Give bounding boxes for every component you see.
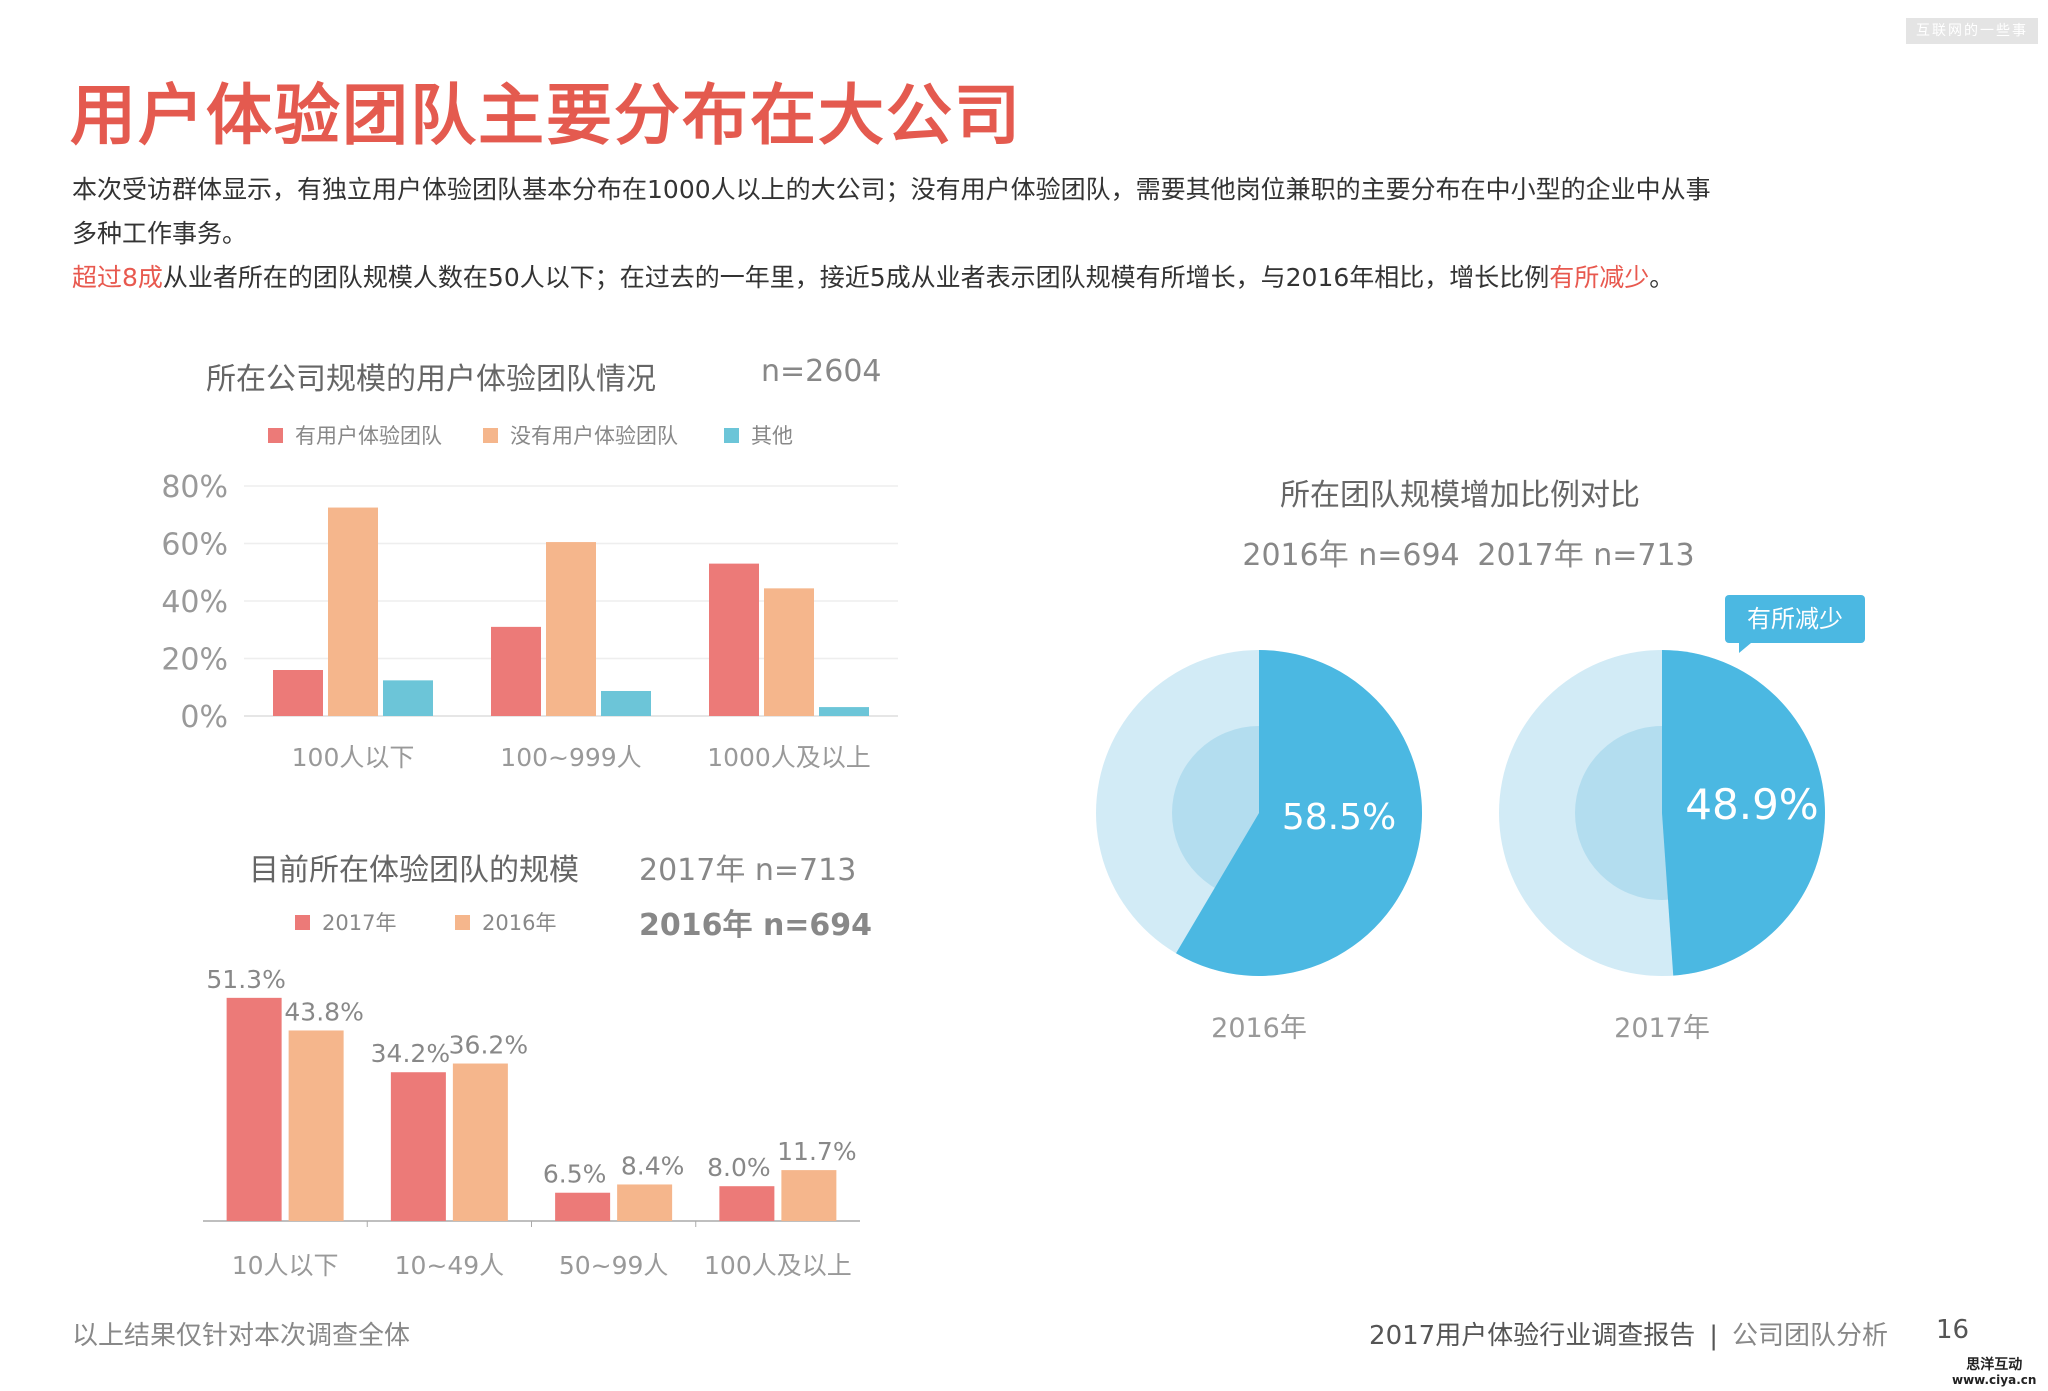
highlight-text: 有所减少 — [1549, 263, 1650, 292]
pie-value-label: 48.9% — [1685, 780, 1818, 829]
watermark: 互联网的一些事 — [1906, 18, 2038, 44]
legend-item: 没有用户体验团队 — [483, 420, 678, 450]
chart1-n: n=2604 — [761, 354, 882, 389]
x-tick-label: 1000人及以上 — [707, 743, 871, 772]
bar — [709, 563, 759, 716]
pie-slice — [1176, 650, 1422, 976]
y-tick-label: 40% — [161, 585, 228, 620]
bar — [555, 1192, 611, 1221]
logo: 思洋互动 www.ciya.cn — [1952, 1358, 2036, 1388]
text: 。 — [1649, 263, 1675, 292]
bar — [328, 507, 378, 716]
separator: | — [1709, 1321, 1718, 1351]
bar — [273, 670, 323, 716]
bar — [390, 1072, 446, 1221]
pie-subtitle-2016: 2016年 n=694 — [1242, 538, 1460, 573]
bar — [764, 588, 814, 716]
y-tick-label: 80% — [161, 470, 228, 505]
data-label: 8.0% — [707, 1153, 771, 1182]
legend-item: 其他 — [724, 420, 793, 450]
legend-label: 没有用户体验团队 — [510, 424, 678, 448]
chart1-title: 所在公司规模的用户体验团队情况 — [206, 362, 656, 397]
data-label: 51.3% — [206, 965, 285, 994]
legend-item: 2016年 — [455, 907, 556, 937]
legend-label: 2017年 — [322, 911, 397, 935]
x-tick-label: 50~99人 — [559, 1251, 669, 1280]
data-label: 11.7% — [777, 1137, 856, 1166]
data-label: 8.4% — [621, 1151, 685, 1180]
x-tick-label: 10~49人 — [395, 1251, 505, 1280]
bar — [719, 1186, 775, 1221]
bar — [617, 1184, 673, 1221]
data-label: 43.8% — [284, 997, 363, 1026]
data-label: 34.2% — [371, 1039, 450, 1068]
legend-swatch — [724, 427, 739, 443]
pie-name-label: 2016年 — [1211, 1013, 1307, 1044]
legend-swatch — [268, 427, 283, 443]
logo-url: www.ciya.cn — [1952, 1373, 2037, 1387]
paragraph-line-3: 超过8成从业者所在的团队规模人数在50人以下；在过去的一年里，接近5成从业者表示… — [72, 265, 1674, 290]
bar — [452, 1063, 508, 1221]
bar — [601, 690, 651, 716]
paragraph-line-2: 多种工作事务。 — [72, 219, 248, 248]
bar — [781, 1170, 837, 1221]
annotation-callout: 有所减少 — [1725, 595, 1865, 653]
report-title: 2017用户体验行业调查报告 — [1369, 1321, 1696, 1351]
legend-label: 有用户体验团队 — [295, 424, 442, 448]
paragraph-line-1: 本次受访群体显示，有独立用户体验团队基本分布在1000人以上的大公司；没有用户体… — [72, 175, 1711, 204]
x-tick-label: 10人以下 — [232, 1251, 339, 1280]
chart2-n-2017: 2017年 n=713 — [639, 853, 857, 888]
bar — [819, 707, 869, 716]
bar — [546, 542, 596, 716]
y-tick-label: 60% — [161, 528, 228, 563]
x-tick-label: 100人及以上 — [704, 1251, 852, 1280]
legend-swatch — [455, 914, 470, 930]
y-tick-label: 0% — [180, 700, 228, 735]
data-label: 36.2% — [449, 1031, 528, 1060]
legend-swatch — [295, 914, 310, 930]
text: 从业者所在的团队规模人数在50人以下；在过去的一年里，接近5成从业者表示团队规模… — [162, 263, 1550, 292]
bar — [226, 997, 282, 1221]
bar — [288, 1030, 344, 1221]
chart2-n-2016: 2016年 n=694 — [639, 908, 873, 943]
pie-title: 所在团队规模增加比例对比 — [1280, 478, 1640, 513]
legend-item: 2017年 — [295, 907, 396, 937]
legend-label: 2016年 — [482, 911, 557, 935]
pie-subtitle-2017: 2017年 n=713 — [1477, 538, 1695, 573]
data-label: 6.5% — [543, 1160, 607, 1189]
y-tick-label: 20% — [161, 643, 228, 678]
legend-item: 有用户体验团队 — [268, 420, 442, 450]
page-title: 用户体验团队主要分布在大公司 — [70, 77, 1022, 154]
bar — [491, 626, 541, 716]
x-tick-label: 100~999人 — [500, 743, 641, 772]
footer-report: 2017用户体验行业调查报告 | 公司团队分析 — [1369, 1315, 1888, 1352]
x-tick-label: 100人以下 — [292, 743, 415, 772]
page-number: 16 — [1936, 1315, 1970, 1345]
highlight-text: 超过8成 — [72, 263, 163, 292]
pie-slice — [1662, 650, 1825, 976]
bar — [383, 680, 433, 716]
footer-note: 以上结果仅针对本次调查全体 — [72, 1321, 411, 1351]
chart2-title: 目前所在体验团队的规模 — [249, 853, 579, 888]
pie-name-label: 2017年 — [1614, 1013, 1710, 1044]
section-title: 公司团队分析 — [1731, 1321, 1888, 1351]
legend-swatch — [483, 427, 498, 443]
legend-label: 其他 — [751, 424, 793, 448]
logo-name: 思洋互动 — [1966, 1357, 2023, 1373]
pie-value-label: 58.5% — [1282, 797, 1396, 838]
